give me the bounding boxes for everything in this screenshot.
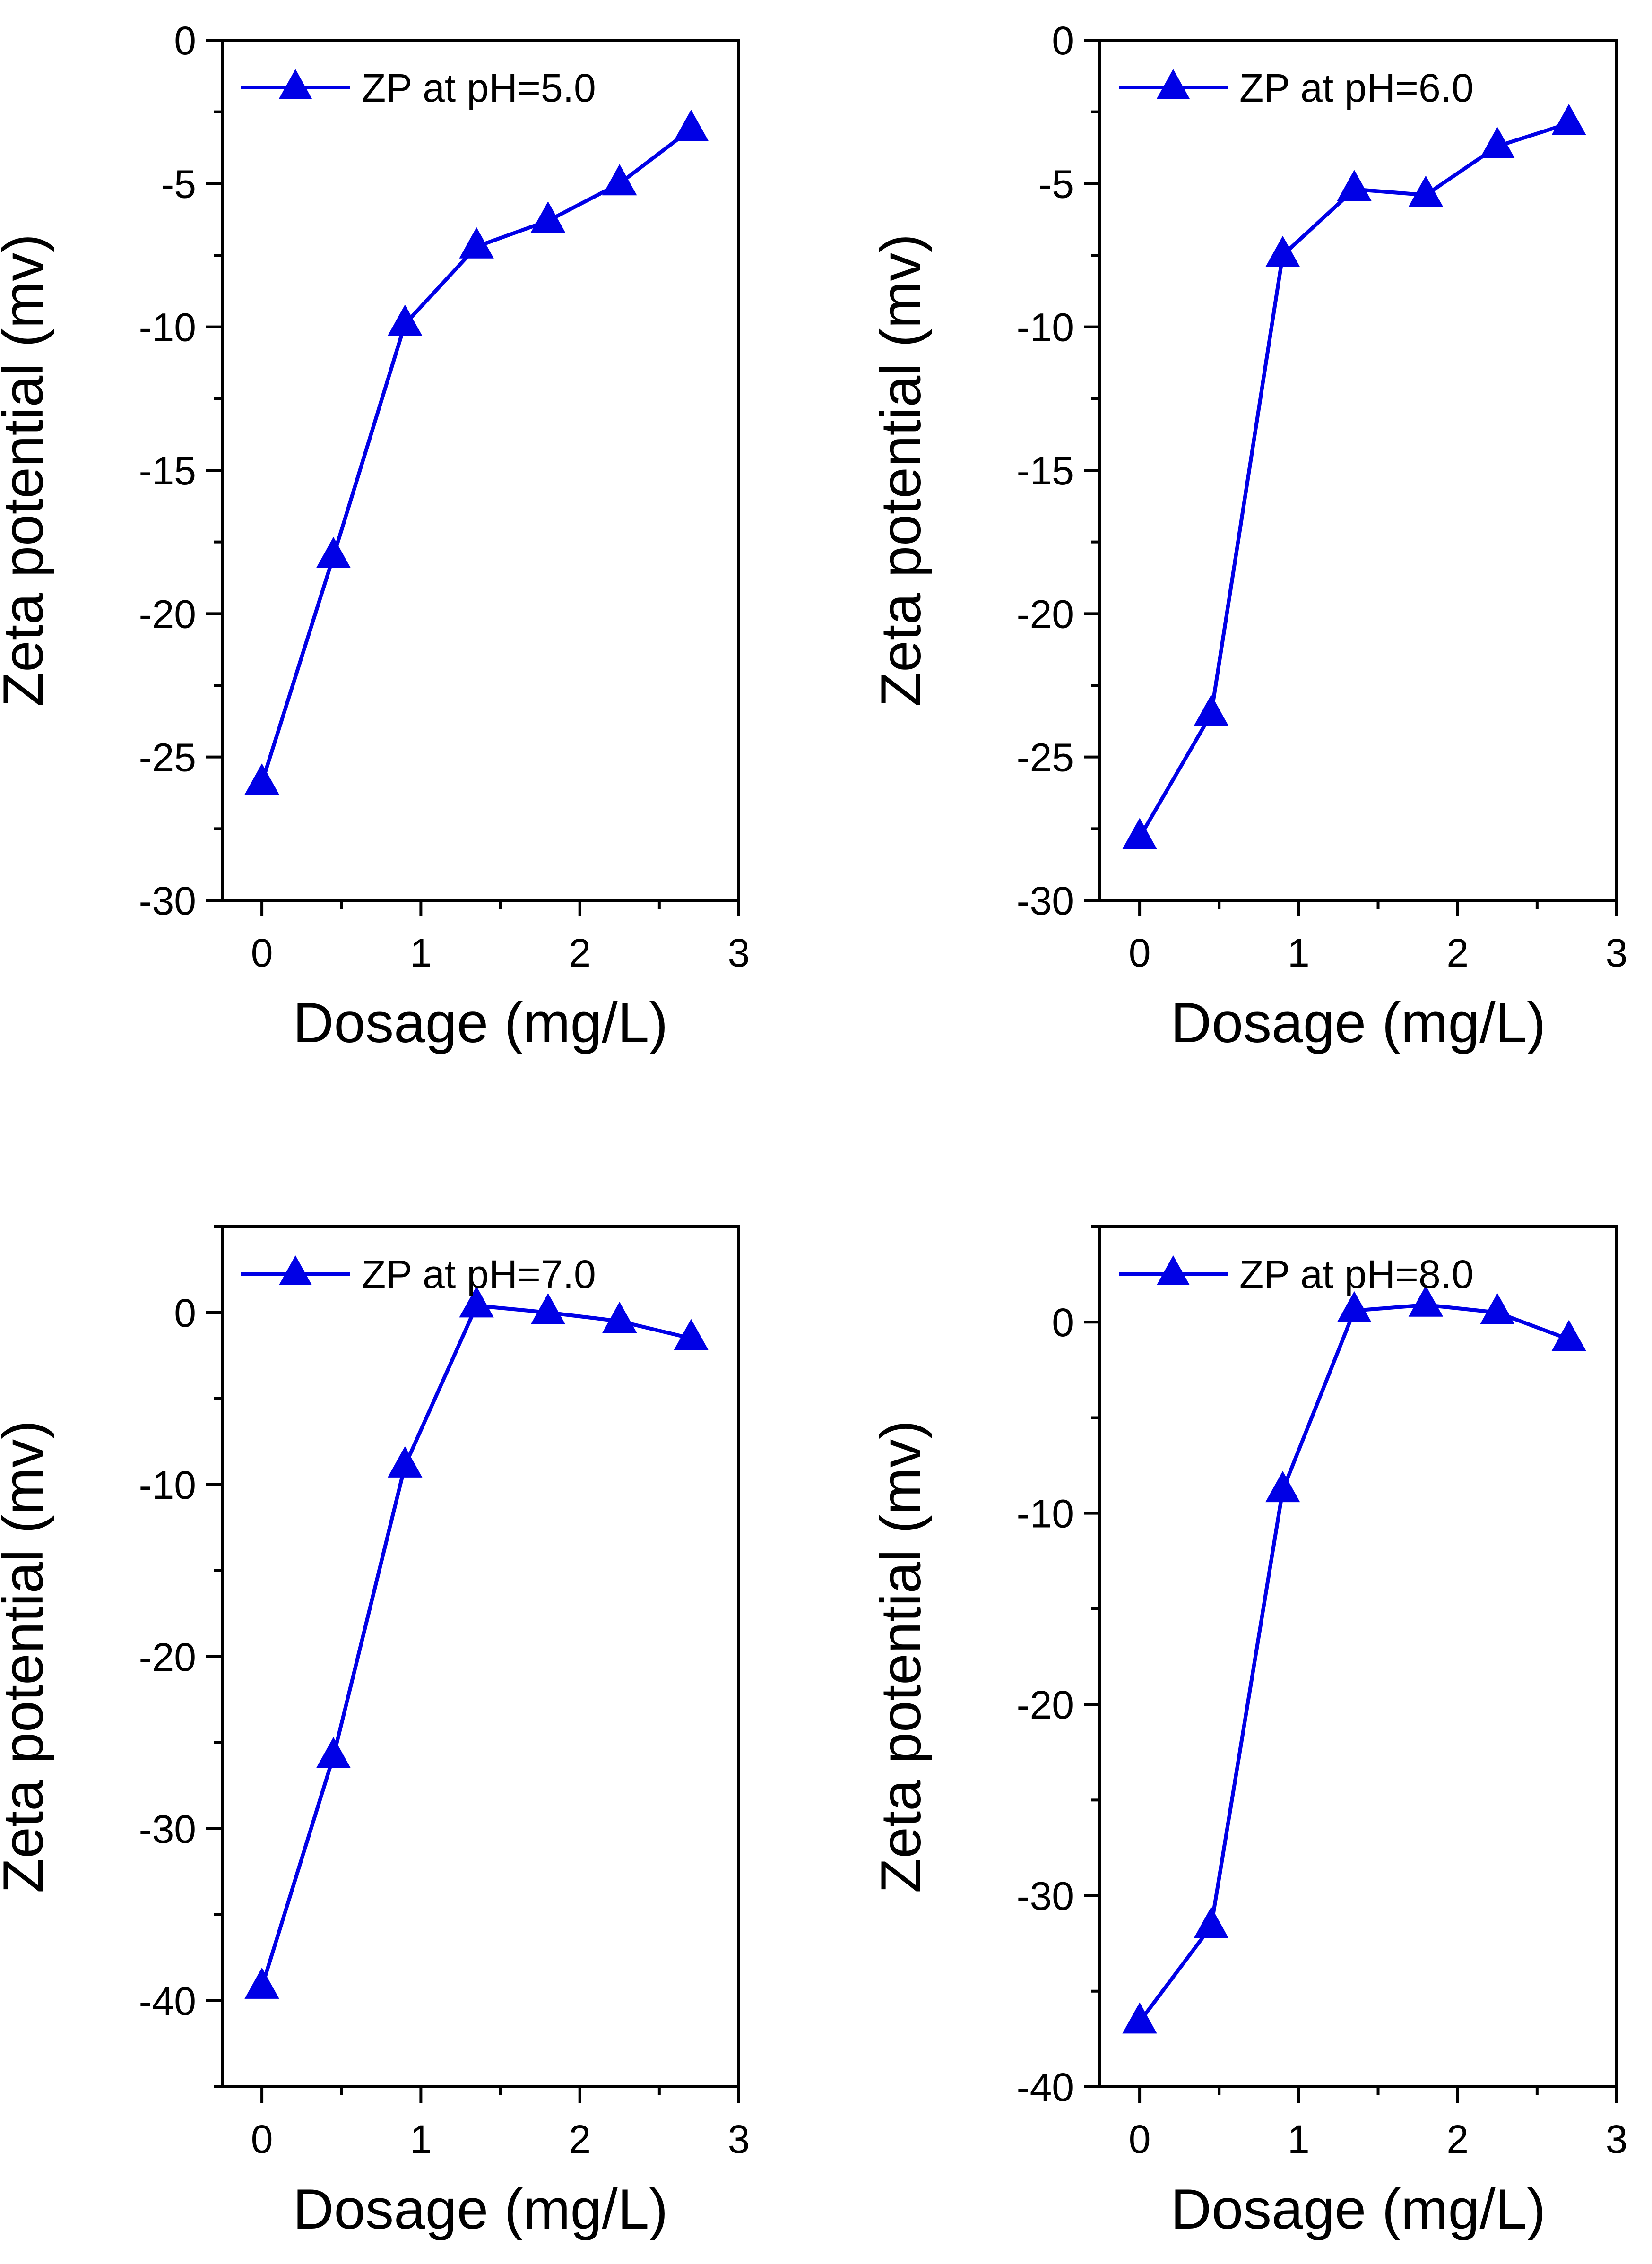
y-tick-label: -20 xyxy=(139,1635,196,1679)
y-axis-title: Zeta potential (mv) xyxy=(0,234,55,707)
y-axis-title: Zeta potential (mv) xyxy=(869,1420,933,1893)
x-axis-title: Dosage (mg/L) xyxy=(1171,991,1546,1054)
chart-2: 0 1 2 3 -30 -25 -20 -15 -10 -5 0 Dosage (mg/L) Zeta … xyxy=(869,18,1627,1054)
x-tick-label: 2 xyxy=(1446,2117,1469,2161)
y-tick-label: -15 xyxy=(139,449,196,493)
x-tick-label: 3 xyxy=(728,931,750,975)
y-tick-label: -15 xyxy=(1017,449,1074,493)
y-tick-label: -40 xyxy=(1017,2065,1074,2109)
x-tick-label: 3 xyxy=(1606,931,1628,975)
data-point xyxy=(1551,1320,1586,1351)
x-axis-title: Dosage (mg/L) xyxy=(1171,2178,1546,2241)
data-point xyxy=(459,1286,494,1318)
data-point xyxy=(1408,175,1444,207)
y-tick-label: -20 xyxy=(139,592,196,636)
x-tick-label: 0 xyxy=(251,931,273,975)
chart-3: 0 1 2 3 -40 -30 -20 -10 0 Dosage (mg/L) Zeta poten… xyxy=(0,1225,750,2241)
x-tick-label: 3 xyxy=(728,2117,750,2161)
plot-frame xyxy=(221,39,740,902)
x-axis-title: Dosage (mg/L) xyxy=(293,2178,668,2241)
y-tick-label: -30 xyxy=(1017,879,1074,923)
legend-marker xyxy=(1157,1255,1190,1285)
data-point xyxy=(1194,1907,1229,1938)
data-point xyxy=(1480,127,1515,158)
y-axis-title: Zeta potential (mv) xyxy=(0,1420,55,1893)
legend-label: ZP at pH=6.0 xyxy=(1239,66,1474,110)
y-tick-label: -10 xyxy=(1017,1492,1074,1536)
y-axis-title: Zeta potential (mv) xyxy=(869,234,933,707)
y-tick-label: -20 xyxy=(1017,1683,1074,1727)
x-tick-label: 2 xyxy=(569,931,591,975)
data-point xyxy=(388,1446,423,1478)
x-tick-label: 2 xyxy=(1446,931,1469,975)
data-point xyxy=(1337,170,1372,201)
y-tick-label: -5 xyxy=(161,162,196,206)
series-line xyxy=(1138,1303,1570,2023)
x-tick-label: 0 xyxy=(251,2117,273,2161)
data-point xyxy=(388,304,423,336)
y-tick-label: -25 xyxy=(139,735,196,780)
y-tick-label: -40 xyxy=(139,1979,196,2023)
data-point xyxy=(316,1737,351,1769)
legend-label: ZP at pH=8.0 xyxy=(1239,1252,1474,1296)
legend-marker xyxy=(1157,69,1190,99)
y-tick-label: -5 xyxy=(1038,162,1074,206)
data-point xyxy=(674,1319,709,1350)
data-point xyxy=(602,164,637,196)
data-point xyxy=(602,1302,637,1333)
data-point xyxy=(459,227,494,259)
x-tick-label: 1 xyxy=(410,931,432,975)
data-point xyxy=(1337,1291,1372,1322)
plot-frame xyxy=(1098,1225,1618,2088)
data-point xyxy=(1408,1285,1444,1317)
x-tick-label: 1 xyxy=(1288,931,1310,975)
y-tick-label: -20 xyxy=(1017,592,1074,636)
data-point xyxy=(530,1293,566,1324)
chart-1: 0 1 2 3 -30 -25 -20 -15 -10 -5 0 Dosage (mg/L) Zeta … xyxy=(0,18,750,1054)
y-tick-label: 0 xyxy=(1052,1300,1074,1345)
y-tick-label: -30 xyxy=(139,1807,196,1851)
x-tick-label: 0 xyxy=(1129,2117,1151,2161)
legend-label: ZP at pH=5.0 xyxy=(362,66,596,110)
data-point xyxy=(1122,2002,1157,2034)
legend-marker xyxy=(279,1255,312,1285)
legend-marker xyxy=(279,69,312,99)
x-axis-title: Dosage (mg/L) xyxy=(293,991,668,1054)
data-point xyxy=(244,763,279,795)
x-tick-label: 1 xyxy=(410,2117,432,2161)
y-tick-label: 0 xyxy=(174,1291,196,1335)
legend-label: ZP at pH=7.0 xyxy=(362,1252,596,1296)
y-tick-label: 0 xyxy=(174,18,196,63)
y-tick-label: -10 xyxy=(139,1463,196,1507)
x-tick-label: 2 xyxy=(569,2117,591,2161)
data-point xyxy=(1265,1471,1300,1503)
data-point xyxy=(1194,694,1229,726)
data-point xyxy=(244,1967,279,1999)
data-point xyxy=(316,536,351,568)
data-point xyxy=(530,201,566,233)
series-line xyxy=(260,1304,692,1988)
data-point xyxy=(1551,104,1586,135)
data-point xyxy=(1122,818,1157,849)
y-tick-label: -10 xyxy=(1017,305,1074,350)
x-tick-label: 0 xyxy=(1129,931,1151,975)
x-tick-label: 3 xyxy=(1606,2117,1628,2161)
y-tick-label: -30 xyxy=(139,879,196,923)
series-line xyxy=(260,127,692,784)
data-point xyxy=(1480,1293,1515,1324)
y-tick-label: 0 xyxy=(1052,18,1074,63)
series-line xyxy=(1138,121,1570,838)
x-tick-label: 1 xyxy=(1288,2117,1310,2161)
data-point xyxy=(674,109,709,141)
data-point xyxy=(1265,235,1300,267)
y-tick-label: -25 xyxy=(1017,735,1074,780)
y-tick-label: -10 xyxy=(139,305,196,350)
chart-4: 0 1 2 3 -40 -30 -20 -10 0 Dosage (mg/L) Zeta poten… xyxy=(869,1225,1628,2241)
y-tick-label: -30 xyxy=(1017,1874,1074,1918)
plot-frame xyxy=(221,1225,740,2088)
